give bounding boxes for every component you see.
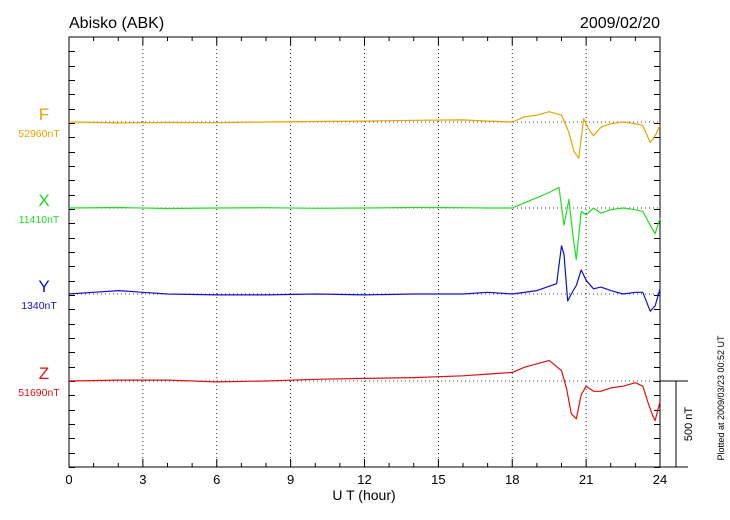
series-labels: F 52960nT X 11410nT Y 1340nT Z 51690nT (18, 105, 60, 399)
series-baseline-Y: 1340nT (21, 300, 57, 312)
scale-bar: 500 nT (660, 380, 695, 468)
series-name-Y: Y (38, 277, 49, 296)
plotted-timestamp: Plotted at 2009/03/23 00:52 UT (716, 335, 726, 461)
series-baseline-X: 11410nT (19, 214, 60, 226)
series-name-F: F (39, 105, 49, 124)
x-tick-label-15: 15 (431, 472, 445, 487)
axis-ticks (68, 37, 661, 468)
series-traces (68, 111, 661, 422)
series-line-Y (68, 245, 661, 312)
x-tick-label-0: 0 (65, 472, 72, 487)
grid (69, 37, 660, 467)
x-tick-label-12: 12 (357, 472, 371, 487)
x-tick-label-21: 21 (579, 472, 593, 487)
scale-bar-label: 500 nT (683, 407, 695, 442)
x-tick-labels: 0 3 6 9 12 15 18 21 24 (65, 472, 667, 487)
series-line-Z (68, 359, 661, 422)
series-baseline-Z: 51690nT (18, 387, 60, 399)
x-tick-label-24: 24 (653, 472, 667, 487)
x-tick-label-9: 9 (287, 472, 294, 487)
series-line-X (68, 186, 661, 261)
x-axis-label: U T (hour) (332, 487, 395, 503)
series-baseline-F: 52960nT (18, 128, 60, 140)
date-label: 2009/02/20 (580, 15, 660, 32)
x-tick-label-18: 18 (505, 472, 519, 487)
station-title: Abisko (ABK) (69, 15, 164, 32)
x-tick-label-3: 3 (139, 472, 146, 487)
series-name-Z: Z (39, 364, 49, 383)
series-line-F (68, 111, 661, 159)
series-name-X: X (38, 191, 49, 210)
x-tick-label-6: 6 (213, 472, 220, 487)
